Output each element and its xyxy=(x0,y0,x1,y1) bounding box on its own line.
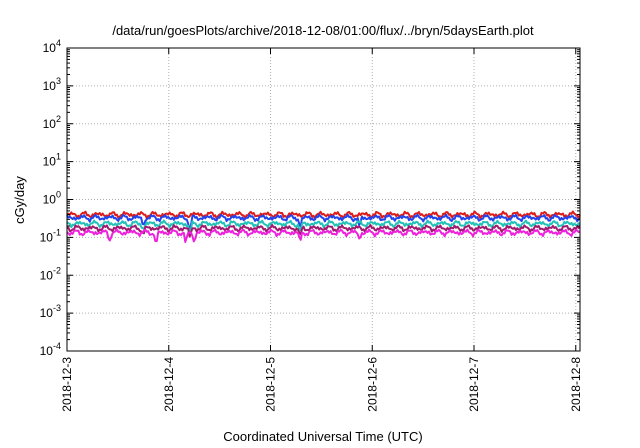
y-tick-label: 10-4 xyxy=(40,341,61,358)
x-tick-label: 2018-12-3 xyxy=(60,357,74,412)
y-tick-label: 10-2 xyxy=(40,265,61,282)
chart-title: /data/run/goesPlots/archive/2018-12-08/0… xyxy=(112,23,534,38)
y-tick-label: 100 xyxy=(43,190,61,207)
y-tick-label: 10-3 xyxy=(40,303,61,320)
x-tick-label: 2018-12-5 xyxy=(264,357,278,412)
y-tick-label: 101 xyxy=(43,152,61,169)
y-tick-label: 103 xyxy=(43,76,61,93)
x-tick-label: 2018-12-7 xyxy=(467,357,481,412)
series-line xyxy=(66,213,581,232)
x-tick-label: 2018-12-8 xyxy=(569,357,583,412)
series-line xyxy=(66,228,581,243)
series-group xyxy=(66,210,581,243)
x-tick-label: 2018-12-6 xyxy=(365,357,379,412)
x-axis-label: Coordinated Universal Time (UTC) xyxy=(223,429,422,444)
y-axis: 10-4 10-3 10-2 10-1 100 101 102 103 104 xyxy=(40,38,580,358)
y-tick-label: 10-1 xyxy=(40,227,61,244)
y-tick-label: 102 xyxy=(43,114,61,131)
y-axis-label: cGy/day xyxy=(12,176,27,224)
plot-frame xyxy=(66,47,581,352)
x-axis: 2018-12-3 2018-12-4 2018-12-5 2018-12-6 2018… xyxy=(60,48,583,412)
series-line xyxy=(66,210,581,220)
y-tick-label: 104 xyxy=(43,38,61,55)
grid xyxy=(67,48,580,351)
series-line xyxy=(66,219,581,235)
x-tick-label: 2018-12-4 xyxy=(162,357,176,412)
